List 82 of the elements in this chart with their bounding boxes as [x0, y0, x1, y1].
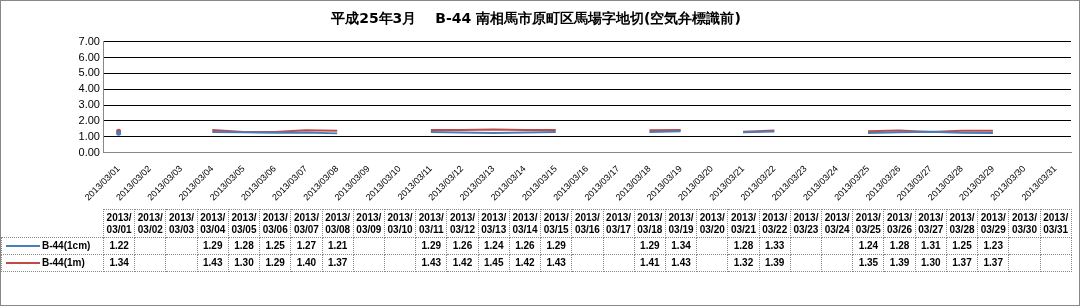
y-tick-label: 0.00 [78, 145, 100, 158]
data-label: 1.37 [322, 254, 354, 272]
category-label: 2013/03/07 [293, 211, 319, 235]
category-label: 2013/03/29 [980, 211, 1006, 235]
data-label: 1.37 [977, 254, 1009, 272]
data-label: 1.34 [665, 237, 697, 255]
category-label: 2013/03/10 [387, 211, 413, 235]
category-label: 2013/03/13 [481, 211, 507, 235]
data-label: 1.29 [197, 237, 229, 255]
data-label: 1.41 [634, 254, 666, 272]
y-tick-label: 4.00 [78, 82, 100, 95]
data-label: 1.24 [478, 237, 510, 255]
y-tick-label: 3.00 [78, 98, 100, 111]
category-label: 2013/03/27 [918, 211, 944, 235]
category-label: 2013/03/01 [106, 211, 132, 235]
category-label: 2013/03/21 [730, 211, 756, 235]
data-label: 1.24 [852, 237, 884, 255]
y-tick-label: 2.00 [78, 113, 100, 126]
category-label: 2013/03/12 [450, 211, 476, 235]
category-label: 2013/03/24 [824, 211, 850, 235]
category-label: 2013/03/05 [231, 211, 257, 235]
category-label: 2013/03/03 [169, 211, 195, 235]
category-label: 2013/03/19 [668, 211, 694, 235]
data-label: 1.45 [478, 254, 510, 272]
data-label: 1.43 [197, 254, 229, 272]
category-label: 2013/03/18 [637, 211, 663, 235]
category-label: 2013/03/23 [793, 211, 819, 235]
data-label: 1.40 [290, 254, 323, 272]
data-label: 1.34 [103, 254, 135, 272]
category-label: 2013/03/30 [1011, 211, 1037, 235]
data-label: 1.39 [883, 254, 916, 272]
data-label: 1.28 [228, 237, 260, 255]
data-label: 1.25 [259, 237, 291, 255]
data-label: 1.25 [946, 237, 978, 255]
data-label: 1.26 [509, 237, 541, 255]
data-label: 1.21 [322, 237, 354, 255]
legend-label: B-44(1m) [42, 257, 85, 268]
data-label: 1.28 [883, 237, 916, 255]
legend-label: B-44(1cm) [42, 240, 91, 251]
data-label: 1.23 [977, 237, 1009, 255]
category-label: 2013/03/28 [949, 211, 975, 235]
data-label: 1.42 [509, 254, 541, 272]
category-label: 2013/03/20 [699, 211, 725, 235]
category-label: 2013/03/11 [418, 211, 444, 235]
category-label: 2013/03/06 [262, 211, 288, 235]
data-label: 1.29 [415, 237, 447, 255]
y-tick-label: 7.00 [78, 34, 100, 47]
category-label: 2013/03/15 [543, 211, 569, 235]
data-label: 1.37 [946, 254, 978, 272]
category-label: 2013/03/09 [356, 211, 382, 235]
data-label: 1.43 [665, 254, 697, 272]
data-label: 1.30 [228, 254, 260, 272]
data-label: 1.29 [634, 237, 666, 255]
data-label: 1.30 [915, 254, 947, 272]
data-label: 1.33 [759, 237, 791, 255]
category-label: 2013/03/25 [855, 211, 881, 235]
category-label: 2013/03/17 [606, 211, 632, 235]
data-label: 1.39 [759, 254, 791, 272]
data-label: 1.29 [540, 237, 572, 255]
category-label: 2013/03/08 [325, 211, 351, 235]
category-label: 2013/03/04 [200, 211, 226, 235]
y-tick-label: 6.00 [78, 50, 100, 63]
data-label: 1.31 [915, 237, 947, 255]
data-label: 1.35 [852, 254, 884, 272]
category-label: 2013/03/22 [762, 211, 788, 235]
data-label: 1.43 [415, 254, 447, 272]
category-label: 2013/03/02 [137, 211, 163, 235]
data-label: 1.27 [290, 237, 323, 255]
y-tick-label: 5.00 [78, 66, 100, 79]
data-label: 1.43 [540, 254, 572, 272]
data-label: 1.22 [103, 237, 135, 255]
data-label: 1.26 [446, 237, 479, 255]
category-label: 2013/03/14 [512, 211, 538, 235]
chart-title: 平成25年3月 B-44 南相馬市原町区馬場字地切(空気弁標識前) [330, 10, 741, 27]
data-label: 1.32 [727, 254, 760, 272]
data-label: 1.42 [446, 254, 479, 272]
y-tick-label: 1.00 [78, 129, 100, 142]
data-label: 1.29 [259, 254, 291, 272]
data-label: 1.28 [727, 237, 760, 255]
category-label: 2013/03/31 [1043, 211, 1069, 235]
category-label: 2013/03/26 [887, 211, 913, 235]
category-label: 2013/03/16 [574, 211, 600, 235]
